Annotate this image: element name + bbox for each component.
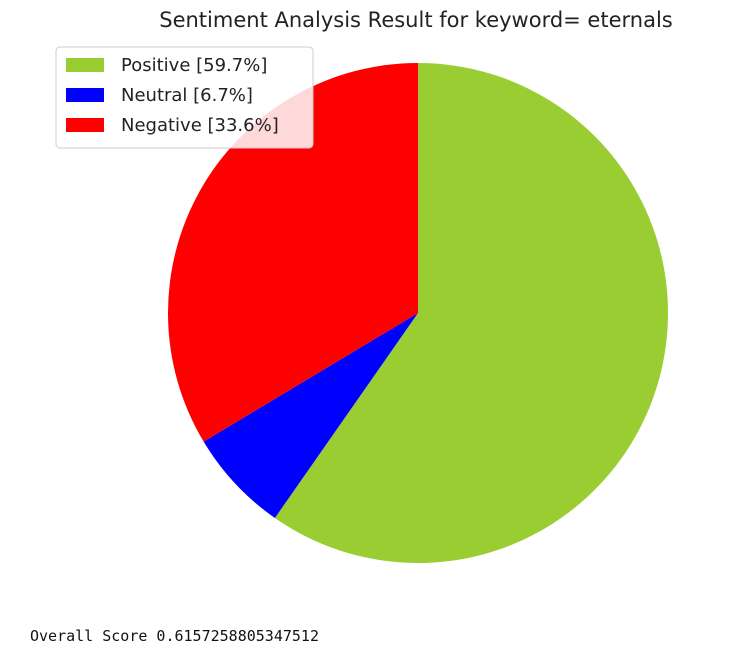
legend-swatch (66, 88, 104, 102)
legend-item-neutral: Neutral [6.7%] (66, 85, 253, 106)
pie-slice-neutral (203, 313, 418, 518)
legend: Positive [59.7%] Neutral [6.7%] Negative [… (55, 46, 314, 149)
legend-label: Neutral [6.7%] (121, 85, 253, 106)
legend-swatch (66, 58, 104, 72)
chart-title: Sentiment Analysis Result for keyword= e… (159, 8, 672, 32)
legend-label: Negative [33.6%] (121, 115, 279, 136)
legend-item-negative: Negative [33.6%] (66, 115, 279, 136)
overall-score-output: Overall Score 0.6157258805347512 (30, 627, 319, 645)
legend-frame (55, 46, 314, 149)
pie-slice-negative (167, 63, 418, 442)
pie-chart: Sentiment Analysis Result for keyword= e… (55, 8, 673, 563)
legend-swatch (66, 118, 104, 132)
pie-slices (167, 63, 668, 563)
pie-slice-positive (274, 63, 668, 563)
legend-item-positive: Positive [59.7%] (66, 55, 267, 76)
legend-label: Positive [59.7%] (121, 55, 267, 76)
